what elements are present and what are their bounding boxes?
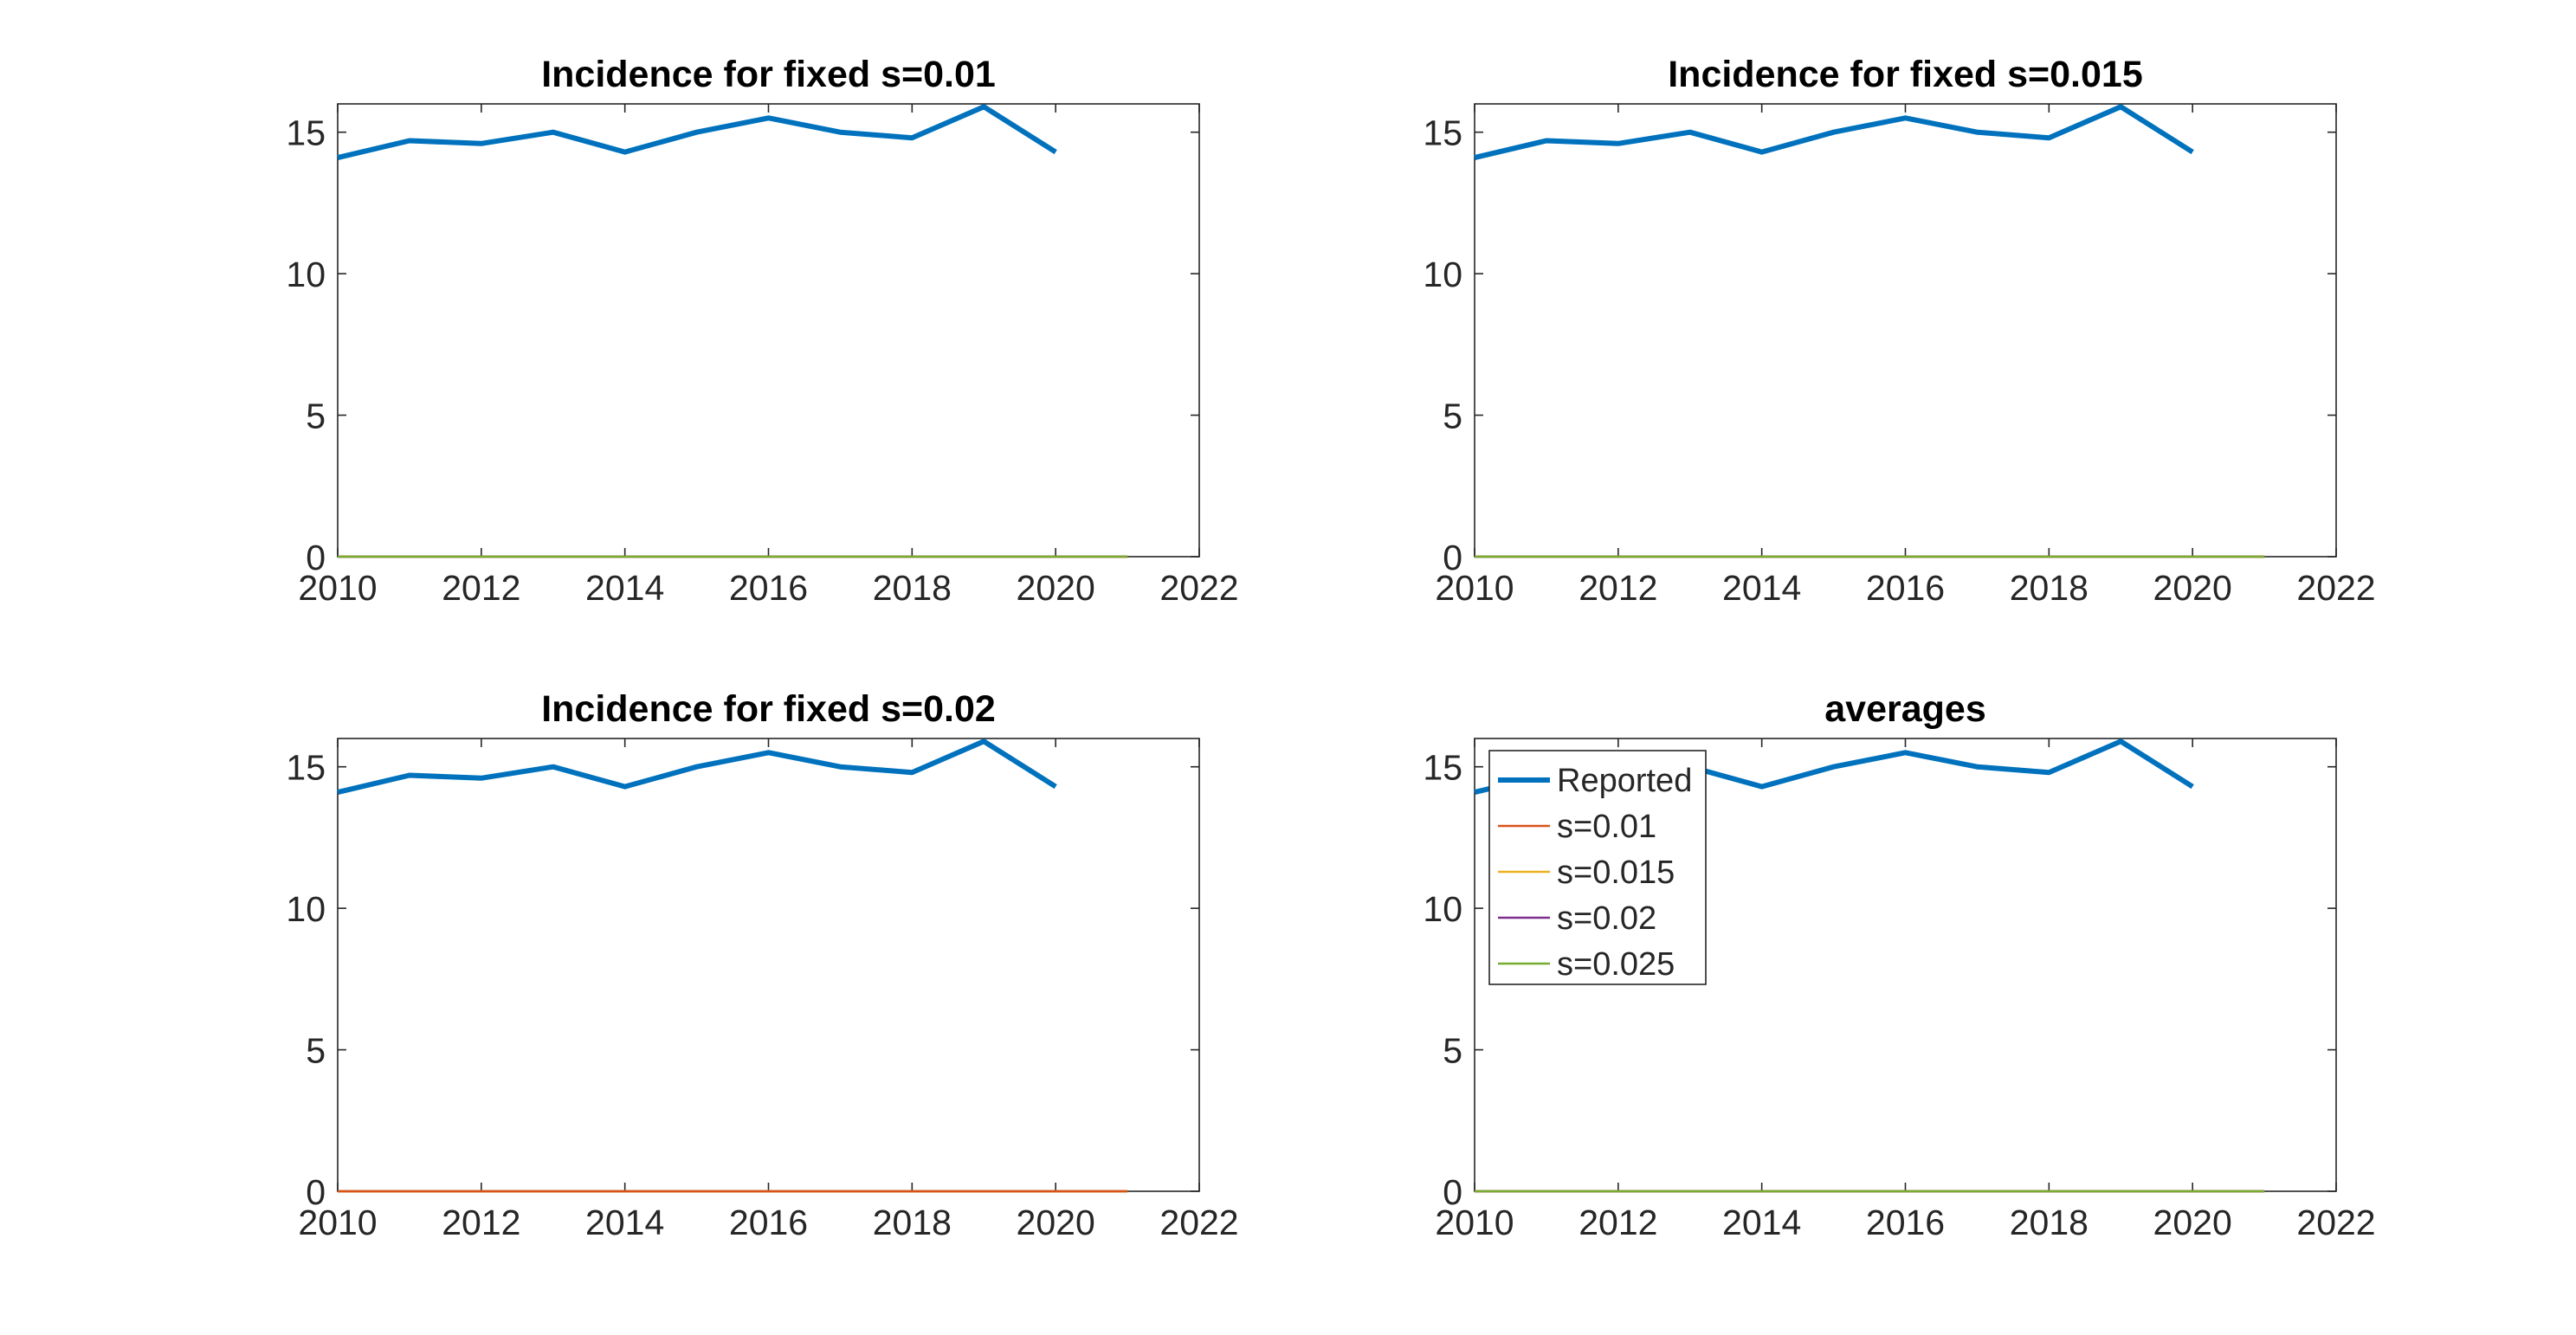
y-tick-label: 10 <box>1423 255 1462 294</box>
chart-title: Incidence for fixed s=0.015 <box>1668 54 2143 95</box>
chart-title: Incidence for fixed s=0.02 <box>541 688 996 730</box>
y-tick-label: 5 <box>306 397 326 436</box>
x-tick-label: 2020 <box>1017 1203 1095 1242</box>
legend-label: s=0.015 <box>1557 855 1675 891</box>
subplot-2: Incidence for fixed s=0.015 2010 2012 2014 2… <box>1423 54 2375 608</box>
legend-label: s=0.02 <box>1557 900 1656 937</box>
x-tick-label: 2018 <box>2010 568 2089 608</box>
x-tick-label: 2014 <box>1722 568 1801 608</box>
axes-box <box>337 738 1200 1192</box>
x-tick-label: 2020 <box>2153 568 2232 608</box>
axes-box <box>1474 103 2337 558</box>
x-tick-label: 2022 <box>2296 568 2375 608</box>
x-tick-label: 2010 <box>1435 1203 1514 1242</box>
y-tick-label: 15 <box>286 748 326 788</box>
series-line-0 <box>337 104 1057 161</box>
y-tick-label: 5 <box>1443 397 1462 436</box>
y-tick-label: 15 <box>286 113 326 153</box>
subplot-4: averages 2010 2012 2014 2016 2018 2020 2022 0 5 10… <box>1423 688 2375 1242</box>
x-tick-label: 2018 <box>2010 1203 2089 1242</box>
x-tick-label: 2012 <box>442 568 520 608</box>
x-tick-label: 2018 <box>873 568 952 608</box>
y-tick-label: 15 <box>1423 113 1462 153</box>
legend-label: s=0.01 <box>1557 809 1656 845</box>
x-tick-label: 2016 <box>1866 1203 1945 1242</box>
x-tick-label: 2010 <box>298 568 377 608</box>
x-tick-label: 2022 <box>2296 1203 2375 1242</box>
x-tick-label: 2012 <box>442 1203 520 1242</box>
x-tick-label: 2022 <box>1159 1203 1238 1242</box>
x-tick-label: 2016 <box>1866 568 1945 608</box>
x-tick-label: 2022 <box>1159 568 1238 608</box>
y-tick-label: 5 <box>1443 1031 1462 1071</box>
y-tick-label: 0 <box>1443 538 1462 577</box>
chart-title: averages <box>1824 688 1986 730</box>
subplot-3: Incidence for fixed s=0.02 2010 2012 2014 20… <box>286 688 1238 1242</box>
chart-title: Incidence for fixed s=0.01 <box>541 54 996 95</box>
x-tick-label: 2012 <box>1579 1203 1657 1242</box>
x-tick-label: 2010 <box>1435 568 1514 608</box>
y-tick-label: 0 <box>306 1172 326 1212</box>
series-line-0 <box>1474 104 2194 161</box>
y-tick-label: 5 <box>306 1031 326 1071</box>
x-tick-label: 2014 <box>585 568 664 608</box>
y-tick-label: 0 <box>1443 1172 1462 1212</box>
y-tick-label: 10 <box>286 889 326 929</box>
x-tick-label: 2010 <box>298 1203 377 1242</box>
x-tick-label: 2016 <box>729 1203 808 1242</box>
legend: Reported s=0.01 s=0.015 s=0.02 s=0.025 <box>1488 750 1707 985</box>
legend-label: s=0.025 <box>1557 946 1675 983</box>
series-line-0 <box>337 738 1057 796</box>
y-tick-label: 0 <box>306 538 326 577</box>
legend-label: Reported <box>1557 763 1692 799</box>
x-tick-label: 2020 <box>1017 568 1095 608</box>
y-tick-label: 10 <box>286 255 326 294</box>
x-tick-label: 2014 <box>1722 1203 1801 1242</box>
subplot-1: Incidence for fixed s=0.01 2010 2012 2014 20… <box>286 54 1238 608</box>
y-tick-label: 10 <box>1423 889 1462 929</box>
x-tick-label: 2014 <box>585 1203 664 1242</box>
legend-box <box>1488 750 1707 985</box>
axes-box <box>337 103 1200 558</box>
x-tick-label: 2020 <box>2153 1203 2232 1242</box>
x-tick-label: 2012 <box>1579 568 1657 608</box>
x-tick-label: 2016 <box>729 568 808 608</box>
x-tick-label: 2018 <box>873 1203 952 1242</box>
y-tick-label: 15 <box>1423 748 1462 788</box>
